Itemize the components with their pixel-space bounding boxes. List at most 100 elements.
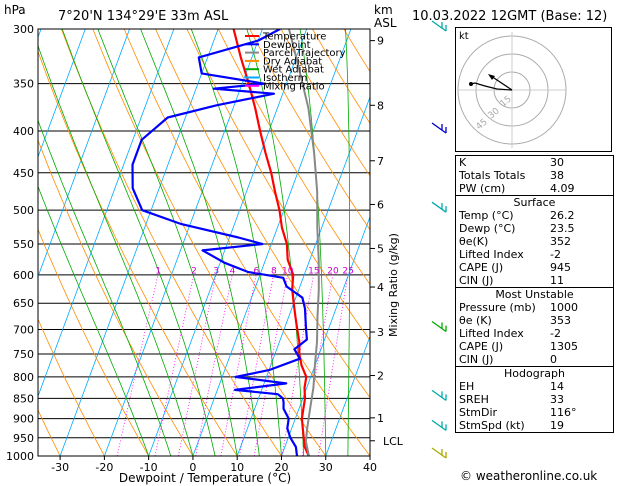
background-lines [38, 29, 370, 456]
wet-adiabat-line [38, 44, 194, 456]
dry-adiabat-line [92, 29, 327, 456]
legend-label: Temperature [262, 32, 326, 43]
isotherm-line [38, 29, 175, 398]
dry-adiabat-line [249, 29, 370, 231]
hodograph-stat-row: StmSpd (kt) 19 [456, 419, 613, 432]
dry-adiabat-line [38, 50, 238, 456]
mixing-ratio-line [239, 274, 274, 456]
index-row: PW (cm) 4.09 [456, 182, 613, 195]
unstable-value: 353 [550, 314, 571, 327]
height-axis: 9 8 7 6 5 4 3 2 1 LCL [370, 35, 404, 448]
mixing-ratio-label: 10 [282, 267, 294, 277]
index-row: Totals Totals 38 [456, 169, 613, 182]
x-tick-label: 20 [274, 461, 288, 474]
wind-barbs [431, 20, 447, 459]
mixing-ratio-line [116, 274, 159, 456]
x-axis-label: Dewpoint / Temperature (°C) [119, 471, 291, 485]
unstable-key: CAPE (J) [459, 340, 504, 353]
hodograph-stat-row: EH 14 [456, 380, 613, 393]
hodograph-stat-key: SREH [459, 393, 489, 406]
legend-label: Dry Adiabat [263, 56, 322, 67]
hodograph-stat-value: 19 [550, 419, 564, 432]
height-tick-label: 2 [377, 370, 384, 383]
wet-adiabat-line [97, 29, 238, 456]
height-tick-label: 6 [377, 198, 384, 211]
index-key: Totals Totals [459, 169, 526, 182]
dry-adiabat-line [123, 29, 370, 456]
height-tick-label: 1 [377, 412, 384, 425]
hodograph-stat-value: 116° [550, 406, 577, 419]
mixing-ratio-label: 25 [342, 267, 353, 277]
most-unstable-title: Most Unstable [456, 287, 613, 301]
pressure-tick-label: 400 [13, 125, 34, 138]
isotherm-line [38, 29, 86, 159]
height-tick-label: 4 [377, 281, 384, 294]
dry-adiabat-line [217, 29, 370, 286]
height-tick-label: 8 [377, 99, 384, 112]
wind-barb [431, 201, 447, 213]
legend-label: Wet Adiabat [263, 65, 324, 76]
isotherm-line [59, 29, 219, 456]
isotherm-line [281, 215, 370, 456]
storm-motion-arrowhead [488, 74, 495, 80]
x-tick-label: 0 [189, 461, 196, 474]
wet-adiabat-line [38, 119, 172, 456]
legend-label: Parcel Trajectory [263, 48, 346, 59]
surface-value: 26.2 [550, 209, 575, 222]
pressure-axis: 300 350 400 450 500 550 600 650 700 750 800 850 900 9… [6, 23, 34, 463]
unstable-row: Pressure (mb) 1000 [456, 301, 613, 314]
unstable-row: CAPE (J) 1305 [456, 340, 613, 353]
isotherm-line [104, 29, 263, 456]
surface-row: θe(K) 352 [456, 235, 613, 248]
x-tick-label: -30 [51, 461, 69, 474]
units-km: km [374, 3, 393, 17]
surface-value: 352 [550, 235, 571, 248]
isotherm-line [148, 29, 308, 456]
hodograph-end-point [469, 82, 473, 86]
hodograph-stat-key: StmDir [459, 406, 498, 419]
hodograph-stat-value: 33 [550, 393, 564, 406]
hodograph-stat-row: SREH 33 [456, 393, 613, 406]
unstable-value: -2 [550, 327, 561, 340]
indices-top: K 30 Totals Totals 38 PW (cm) 4.09 [456, 156, 613, 195]
wind-barb [431, 122, 447, 134]
mixing-ratio-label: 4 [230, 267, 236, 277]
unstable-value: 1000 [550, 301, 578, 314]
dry-adiabat-line [38, 228, 150, 456]
mixing-ratio-label: 3 [213, 267, 219, 277]
x-tick-label: -20 [95, 461, 113, 474]
isotherm-line [38, 29, 130, 278]
pressure-tick-label: 900 [13, 413, 34, 426]
wind-barb [431, 389, 447, 401]
x-tick-label: 10 [230, 461, 244, 474]
legend-label: Isotherm [263, 73, 307, 84]
hodograph-units: kt [459, 31, 469, 42]
wet-adiabat-line [61, 29, 216, 456]
pressure-tick-label: 450 [13, 167, 34, 180]
hodograph-trace [470, 82, 513, 91]
surface-row: Lifted Index -2 [456, 248, 613, 261]
series-dewpoint-line [131, 29, 308, 456]
series-lines [131, 29, 320, 456]
x-tick-label: 40 [363, 461, 377, 474]
surface-key: Lifted Index [459, 248, 524, 261]
dry-adiabat-line [186, 29, 370, 342]
mixing-ratio-axis-label: Mixing Ratio (g/kg) [387, 233, 400, 337]
mixing-ratio-label: 1 [155, 267, 161, 277]
pressure-tick-label: 550 [13, 238, 34, 251]
isotherm-line [192, 29, 352, 456]
most-unstable-section: Pressure (mb) 1000 θe (K) 353 Lifted Index -2… [456, 301, 613, 366]
mixing-ratio-line [253, 274, 288, 456]
dry-adiabat-line [155, 29, 370, 399]
wet-adiabat-line [38, 185, 150, 456]
dry-adiabat-line [38, 409, 61, 456]
units-asl: ASL [374, 16, 397, 30]
pressure-tick-label: 800 [13, 371, 34, 384]
wet-adiabat-line [345, 29, 350, 456]
plot-frame [37, 28, 371, 457]
isotherm-line [236, 95, 370, 456]
surface-value: -2 [550, 248, 561, 261]
unstable-key: CIN (J) [459, 353, 494, 366]
